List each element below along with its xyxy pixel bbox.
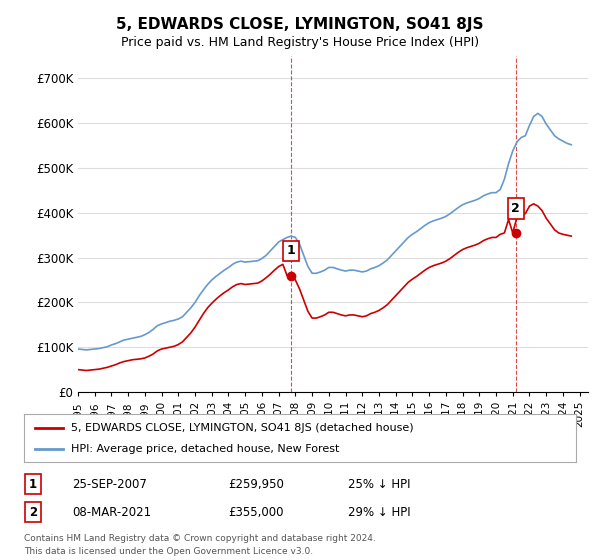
Text: 5, EDWARDS CLOSE, LYMINGTON, SO41 8JS (detached house): 5, EDWARDS CLOSE, LYMINGTON, SO41 8JS (d…: [71, 423, 413, 433]
Text: 5, EDWARDS CLOSE, LYMINGTON, SO41 8JS: 5, EDWARDS CLOSE, LYMINGTON, SO41 8JS: [116, 17, 484, 32]
Text: 29% ↓ HPI: 29% ↓ HPI: [348, 506, 410, 519]
Text: HPI: Average price, detached house, New Forest: HPI: Average price, detached house, New …: [71, 444, 339, 454]
Text: 25-SEP-2007: 25-SEP-2007: [72, 478, 147, 491]
Text: £259,950: £259,950: [228, 478, 284, 491]
Text: 25% ↓ HPI: 25% ↓ HPI: [348, 478, 410, 491]
Text: 2: 2: [511, 202, 520, 215]
Text: Price paid vs. HM Land Registry's House Price Index (HPI): Price paid vs. HM Land Registry's House …: [121, 36, 479, 49]
Text: 1: 1: [286, 244, 295, 258]
Text: This data is licensed under the Open Government Licence v3.0.: This data is licensed under the Open Gov…: [24, 547, 313, 556]
Text: 2: 2: [29, 506, 37, 519]
Text: £355,000: £355,000: [228, 506, 284, 519]
Text: Contains HM Land Registry data © Crown copyright and database right 2024.: Contains HM Land Registry data © Crown c…: [24, 534, 376, 543]
Text: 1: 1: [29, 478, 37, 491]
Text: 08-MAR-2021: 08-MAR-2021: [72, 506, 151, 519]
